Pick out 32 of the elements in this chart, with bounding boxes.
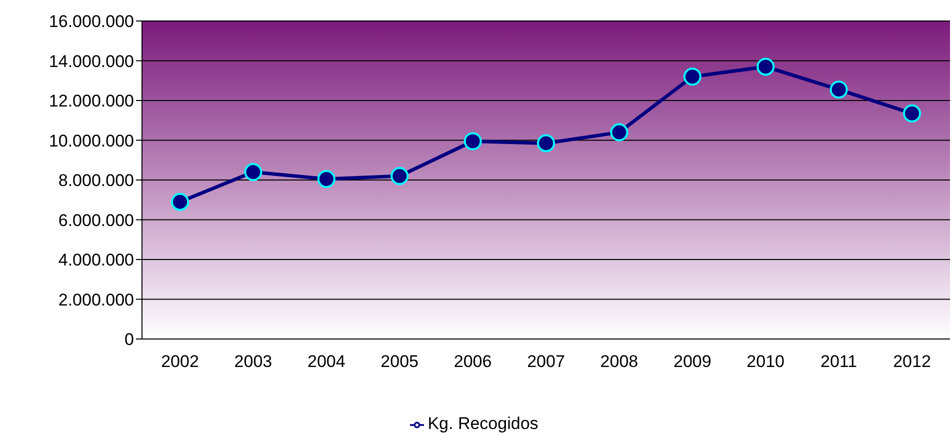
- y-tick-label: 14.000.000: [48, 52, 134, 71]
- y-tick-label: 2.000.000: [58, 290, 134, 310]
- point: [756, 58, 775, 76]
- y-tick-label: 4.000.000: [58, 250, 134, 270]
- x-tick-label: 2003: [234, 352, 272, 372]
- y-tick-label: 6.000.000: [58, 210, 134, 230]
- point: [317, 170, 336, 188]
- x-tick-label: 2005: [380, 352, 419, 372]
- x-tick-label: 2011: [820, 352, 858, 372]
- x-tick-label: 2006: [454, 352, 492, 372]
- y-tick-label: 10.000.000: [48, 131, 134, 150]
- point: [830, 80, 848, 99]
- point: [610, 123, 628, 142]
- point: [903, 104, 921, 122]
- point: [683, 68, 702, 86]
- x-tick-label: 2009: [673, 352, 712, 372]
- y-tick-label: 12.000.000: [48, 92, 134, 111]
- x-tick-label: 2002: [161, 352, 199, 372]
- point: [537, 134, 555, 152]
- point: [244, 163, 262, 182]
- x-tick-label: 2004: [307, 352, 346, 372]
- point: [390, 167, 409, 186]
- x-tick-label: 2010: [746, 352, 785, 372]
- y-tick-label: 0: [124, 330, 134, 350]
- x-tick-label: 2007: [527, 352, 565, 372]
- x-tick-label: 2008: [600, 352, 638, 372]
- legend-label: Kg. Recogidos: [428, 414, 538, 433]
- x-tick-label: 2012: [893, 352, 931, 372]
- y-tick-label: 8.000.000: [58, 171, 134, 190]
- point: [464, 132, 482, 150]
- y-tick-label: 16.000.000: [48, 12, 134, 32]
- point: [171, 192, 189, 211]
